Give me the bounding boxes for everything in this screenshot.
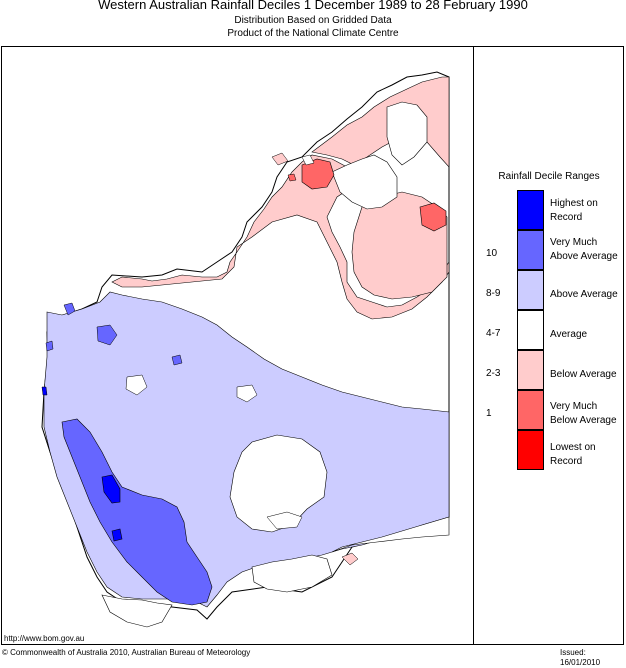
average-patch-south bbox=[251, 554, 333, 593]
footer-copyright: © Commonwealth of Australia 2010, Austra… bbox=[2, 648, 251, 657]
average-patch-southeast bbox=[331, 516, 450, 553]
legend-label-below: Below Average bbox=[550, 369, 617, 380]
very-much-below-average-east bbox=[419, 202, 447, 232]
very-much-below-average-west bbox=[301, 158, 335, 190]
below-average-island bbox=[271, 152, 289, 166]
legend-label-average: Average bbox=[550, 329, 588, 340]
legend-swatch-above bbox=[517, 270, 544, 310]
legend-label-lowest: Lowest on Record bbox=[550, 442, 596, 467]
legend-range-above: 8-9 bbox=[486, 288, 501, 299]
average-patch-small-1 bbox=[125, 374, 148, 396]
average-island-north bbox=[301, 154, 315, 166]
highest-on-record-patch-1 bbox=[101, 474, 121, 504]
legend-range-very-much-below: 1 bbox=[486, 408, 492, 419]
legend-label-very-much-above: Very Much Above Average bbox=[550, 237, 618, 262]
very-much-above-average-patch-4 bbox=[45, 340, 54, 352]
legend-swatch-very-much-below bbox=[517, 390, 544, 430]
below-average-north bbox=[111, 77, 450, 320]
legend-range-very-much-above: 10 bbox=[486, 248, 498, 259]
very-much-above-average-patch-2 bbox=[63, 302, 76, 316]
legend-title: Rainfall Decile Ranges bbox=[498, 171, 600, 182]
rainfall-decile-map bbox=[41, 71, 450, 628]
highest-on-record-patch-3 bbox=[41, 386, 48, 396]
legend-label-highest: Highest on Record bbox=[550, 198, 598, 223]
average-patch-southwest bbox=[101, 594, 173, 628]
legend-swatch-very-much-above bbox=[517, 230, 544, 270]
legend-divider bbox=[473, 46, 474, 645]
very-much-above-average-patch-3 bbox=[171, 354, 183, 366]
average-east-kimberley bbox=[386, 101, 428, 166]
below-average-south-coast bbox=[341, 552, 359, 566]
map-title: Western Australian Rainfall Deciles 1 De… bbox=[98, 0, 528, 12]
legend-label-above: Above Average bbox=[550, 289, 618, 300]
average-patch-small-3 bbox=[266, 511, 303, 530]
footer-url[interactable]: http://www.bom.gov.au bbox=[4, 634, 85, 643]
highest-on-record-patch-2 bbox=[111, 528, 123, 542]
legend-label-very-much-below: Very Much Below Average bbox=[550, 401, 617, 426]
very-much-above-average-southwest bbox=[61, 418, 213, 606]
legend-swatch-average bbox=[517, 310, 544, 350]
footer-issued: Issued: 16/01/2010 bbox=[560, 648, 601, 667]
legend-swatch-below bbox=[517, 350, 544, 390]
map-frame bbox=[1, 46, 624, 645]
very-much-below-average-small bbox=[287, 173, 297, 182]
map-subtitle-product: Product of the National Climate Centre bbox=[227, 28, 399, 39]
very-much-above-average-patch-1 bbox=[96, 324, 118, 346]
legend-range-average: 4-7 bbox=[486, 328, 501, 339]
legend-swatch-lowest bbox=[517, 430, 544, 470]
map-subtitle-distribution: Distribution Based on Gridded Data bbox=[234, 15, 392, 26]
average-patch-small-2 bbox=[236, 384, 258, 403]
average-kimberley-interior bbox=[331, 154, 398, 210]
legend-range-below: 2-3 bbox=[486, 368, 501, 379]
legend-swatch-highest bbox=[517, 190, 544, 230]
